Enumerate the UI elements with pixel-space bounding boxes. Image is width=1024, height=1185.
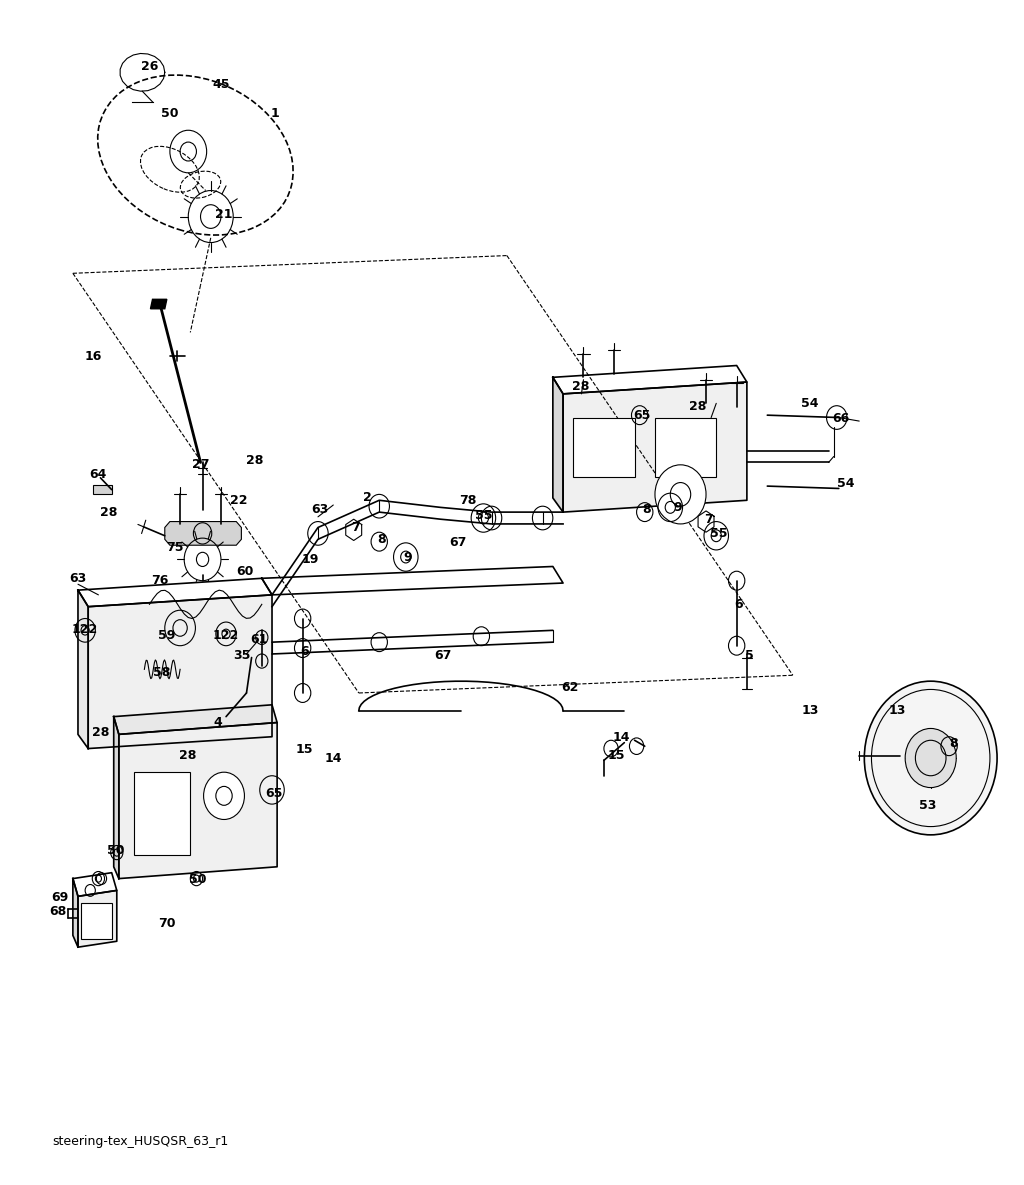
Text: 8: 8 <box>642 504 651 517</box>
Text: 61: 61 <box>250 633 267 646</box>
Text: 76: 76 <box>151 575 168 588</box>
Bar <box>81 903 112 939</box>
Text: 64: 64 <box>90 468 108 481</box>
Text: 75: 75 <box>166 542 183 555</box>
Text: 70: 70 <box>158 917 175 930</box>
Polygon shape <box>563 382 746 512</box>
Text: 50: 50 <box>161 107 178 120</box>
Polygon shape <box>78 578 272 607</box>
Text: 21: 21 <box>215 207 232 220</box>
PathPatch shape <box>165 521 242 545</box>
Text: steering-tex_HUSQSR_63_r1: steering-tex_HUSQSR_63_r1 <box>52 1135 228 1148</box>
Text: 78: 78 <box>460 494 477 507</box>
Text: 62: 62 <box>561 680 579 693</box>
Polygon shape <box>88 595 272 749</box>
Circle shape <box>204 773 245 820</box>
Text: 28: 28 <box>689 401 707 414</box>
Text: 58: 58 <box>153 666 170 679</box>
Text: 1: 1 <box>270 107 280 120</box>
Text: 28: 28 <box>100 506 118 519</box>
Text: 9: 9 <box>403 551 412 564</box>
Text: 28: 28 <box>92 725 110 738</box>
Text: 55: 55 <box>710 527 727 540</box>
Text: 50: 50 <box>108 844 125 857</box>
Text: 14: 14 <box>325 751 342 764</box>
Text: 50: 50 <box>188 873 206 886</box>
Text: 59: 59 <box>158 628 175 641</box>
Text: 8: 8 <box>949 737 957 750</box>
Text: 54: 54 <box>802 397 819 410</box>
Polygon shape <box>262 566 563 595</box>
Text: 13: 13 <box>888 704 905 717</box>
Text: 35: 35 <box>232 648 250 661</box>
Text: 13: 13 <box>802 704 819 717</box>
Polygon shape <box>73 872 117 896</box>
Text: 14: 14 <box>612 731 630 744</box>
Polygon shape <box>114 717 119 878</box>
Text: 22: 22 <box>229 494 247 507</box>
Text: 65: 65 <box>265 787 283 800</box>
Polygon shape <box>78 590 88 749</box>
Text: 6: 6 <box>300 645 309 658</box>
Text: 5: 5 <box>744 648 754 661</box>
Polygon shape <box>119 723 278 878</box>
Text: 122: 122 <box>72 622 98 635</box>
Text: 26: 26 <box>140 60 158 73</box>
Polygon shape <box>78 890 117 947</box>
Text: 2: 2 <box>362 492 372 505</box>
Text: 122: 122 <box>213 628 240 641</box>
Polygon shape <box>73 878 78 947</box>
Text: 15: 15 <box>296 743 313 756</box>
Text: 60: 60 <box>236 565 253 578</box>
Text: 28: 28 <box>571 380 589 393</box>
Text: 8: 8 <box>377 533 386 546</box>
Text: 63: 63 <box>311 504 329 517</box>
Text: 7: 7 <box>703 513 713 526</box>
Text: 7: 7 <box>351 521 360 534</box>
Text: 67: 67 <box>450 537 467 550</box>
Polygon shape <box>151 300 167 309</box>
Text: 54: 54 <box>838 478 855 491</box>
Bar <box>93 485 112 494</box>
Circle shape <box>655 465 706 524</box>
Text: 28: 28 <box>246 454 263 467</box>
Text: 63: 63 <box>70 572 87 585</box>
Text: 68: 68 <box>49 905 67 918</box>
Text: 53: 53 <box>919 799 936 812</box>
Bar <box>134 773 190 854</box>
Text: 69: 69 <box>51 891 69 904</box>
Circle shape <box>864 681 997 835</box>
Bar <box>573 417 635 476</box>
Text: 15: 15 <box>607 749 625 762</box>
Text: 9: 9 <box>673 501 682 514</box>
Polygon shape <box>553 377 563 512</box>
Text: 67: 67 <box>434 648 452 661</box>
Text: 27: 27 <box>191 459 209 472</box>
Text: 28: 28 <box>178 749 196 762</box>
Circle shape <box>905 729 956 788</box>
Text: 55: 55 <box>475 510 493 523</box>
Text: 66: 66 <box>833 412 850 425</box>
Text: 16: 16 <box>85 350 102 363</box>
Polygon shape <box>114 705 278 735</box>
Text: 6: 6 <box>734 597 743 610</box>
Text: 45: 45 <box>212 78 229 90</box>
Text: 65: 65 <box>633 409 650 422</box>
Polygon shape <box>553 365 746 393</box>
Text: 4: 4 <box>214 716 222 729</box>
Text: 19: 19 <box>301 553 318 566</box>
Bar <box>655 417 716 476</box>
